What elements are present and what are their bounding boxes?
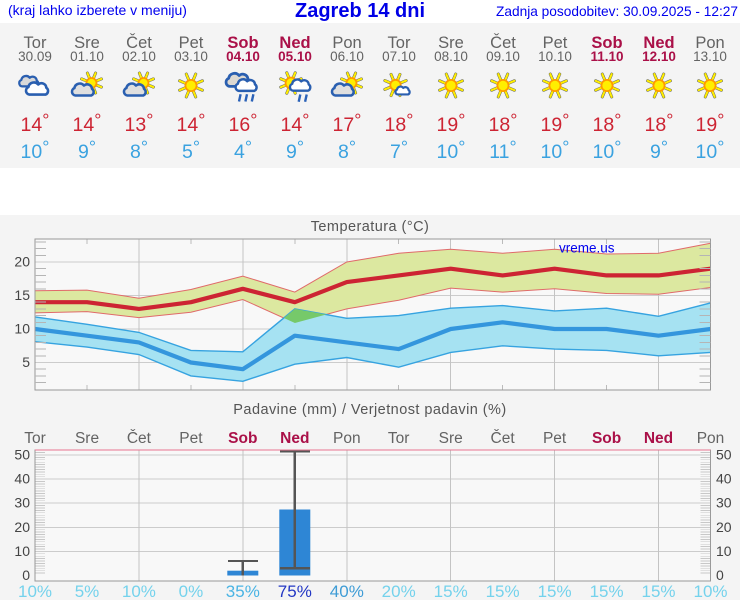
svg-text:vreme.us: vreme.us [559,241,615,256]
svg-text:15%: 15% [538,582,572,600]
svg-text:50: 50 [716,447,732,463]
svg-text:Pet: Pet [179,430,203,447]
svg-text:Tor: Tor [388,430,410,447]
svg-text:40%: 40% [330,582,364,600]
svg-text:20: 20 [716,519,732,535]
svg-text:15%: 15% [486,582,520,600]
svg-text:5%: 5% [75,582,100,600]
svg-text:30: 30 [716,495,732,511]
svg-text:0%: 0% [179,582,204,600]
svg-text:10: 10 [716,543,732,559]
svg-text:Sre: Sre [439,430,463,447]
svg-text:Sob: Sob [228,430,257,447]
svg-text:Sre: Sre [75,430,99,447]
svg-text:15: 15 [14,287,30,303]
svg-text:10: 10 [14,321,30,337]
svg-text:Sob: Sob [592,430,621,447]
svg-text:0: 0 [716,567,724,583]
svg-text:Ned: Ned [280,430,309,447]
svg-text:Čet: Čet [491,430,516,447]
svg-text:10%: 10% [18,582,52,600]
svg-text:75%: 75% [278,582,312,600]
svg-text:30: 30 [14,495,30,511]
svg-text:15%: 15% [434,582,468,600]
svg-text:20%: 20% [382,582,416,600]
svg-text:Pon: Pon [333,430,361,447]
svg-text:Pon: Pon [697,430,725,447]
svg-text:15%: 15% [590,582,624,600]
svg-text:20: 20 [14,519,30,535]
svg-text:5: 5 [22,354,30,370]
svg-text:10: 10 [14,543,30,559]
svg-text:Ned: Ned [644,430,673,447]
svg-text:50: 50 [14,447,30,463]
svg-text:Tor: Tor [24,430,46,447]
svg-text:20: 20 [14,254,30,270]
svg-text:10%: 10% [122,582,156,600]
svg-text:Pet: Pet [543,430,567,447]
svg-text:15%: 15% [641,582,675,600]
svg-text:10%: 10% [693,582,727,600]
svg-text:40: 40 [716,471,732,487]
svg-text:0: 0 [22,567,30,583]
svg-text:Čet: Čet [127,430,152,447]
svg-text:40: 40 [14,471,30,487]
svg-text:35%: 35% [226,582,260,600]
